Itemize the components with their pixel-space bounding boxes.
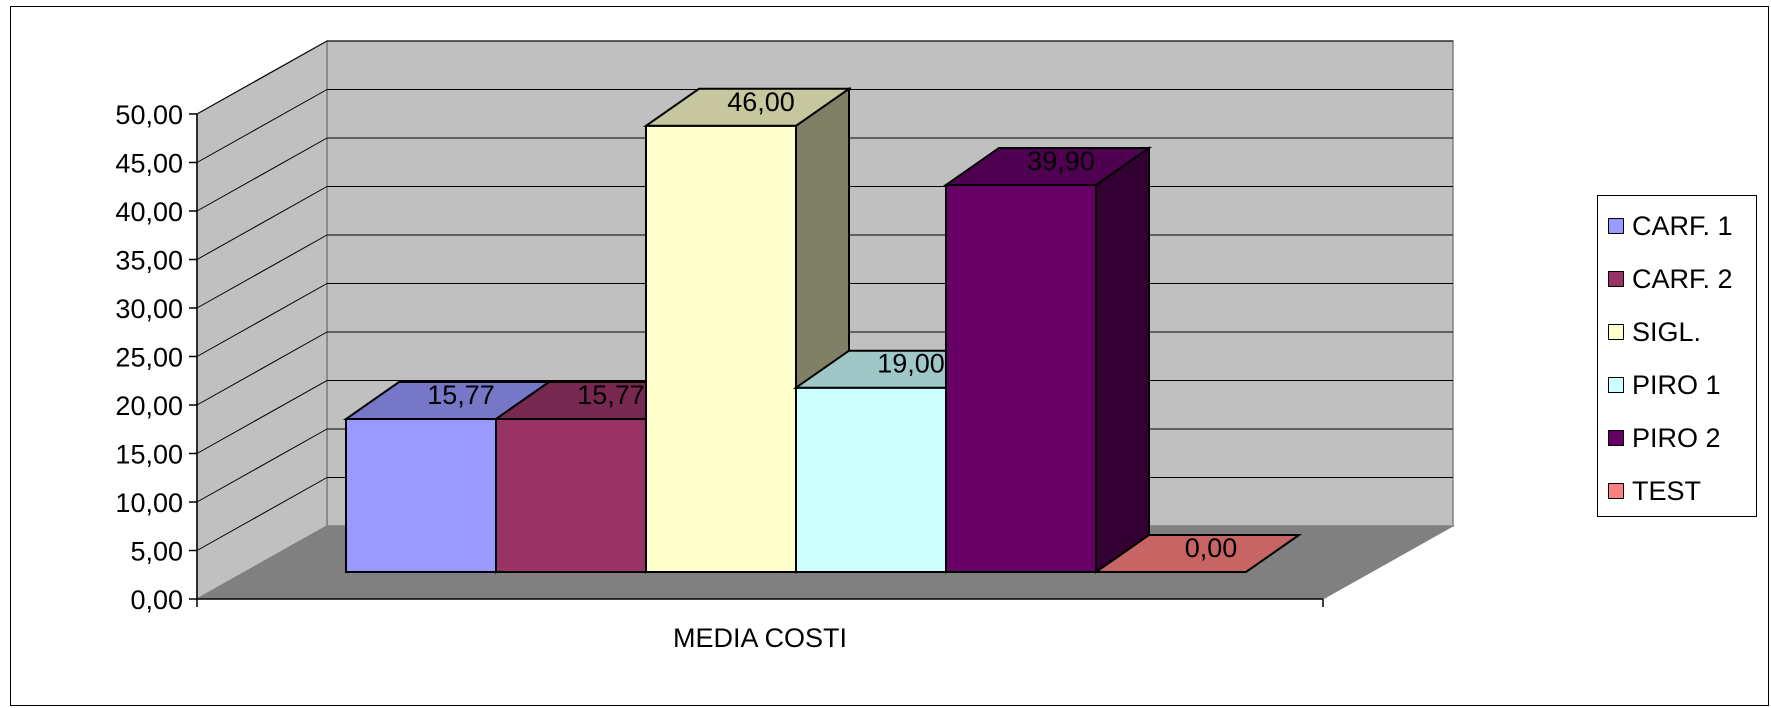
bar-top [642, 87, 853, 127]
legend-swatch [1608, 271, 1624, 287]
bar-front [345, 418, 497, 573]
legend-item: PIRO 2 [1608, 418, 1721, 458]
data-label: 0,00 [1185, 533, 1238, 563]
legend-item: SIGL. [1608, 312, 1701, 352]
gridline-side [196, 89, 328, 163]
bar-front [795, 386, 947, 574]
bars [342, 86, 1303, 574]
y-tick-label: 15,00 [115, 440, 183, 470]
data-label: 19,00 [877, 349, 945, 379]
y-tick-label: 40,00 [115, 197, 183, 227]
gridline-side [196, 380, 328, 454]
bar-test [1092, 534, 1303, 573]
data-labels: 15,77 15,77 46,00 19,00 39,90 0,00 [427, 87, 1237, 563]
y-tick-label: 50,00 [115, 100, 183, 130]
gridline-side [196, 234, 328, 309]
y-tick-label: 0,00 [130, 585, 183, 615]
x-axis: MEDIA COSTI [673, 623, 847, 653]
legend-item: CARF. 2 [1608, 259, 1733, 299]
y-tick-label: 45,00 [115, 149, 183, 179]
legend-swatch [1608, 377, 1624, 393]
bar-top [942, 146, 1153, 186]
y-tick-label: 5,00 [130, 537, 183, 567]
bar-side [1095, 146, 1150, 574]
legend-label: SIGL. [1632, 316, 1702, 347]
gridline-side [196, 331, 328, 406]
bar-front [495, 418, 647, 573]
bar-sigl [642, 86, 853, 574]
legend-label: PIRO 2 [1632, 422, 1721, 453]
legend-swatch [1608, 430, 1624, 446]
legend-label: PIRO 1 [1632, 369, 1721, 400]
bar-front [945, 183, 1097, 573]
bar-front [645, 124, 797, 574]
legend-item: TEST [1608, 471, 1701, 511]
bar-top [1092, 534, 1303, 573]
legend-item: PIRO 1 [1608, 365, 1721, 405]
y-tick-label: 20,00 [115, 391, 183, 421]
y-axis-ticks: 0,00 5,00 10,00 15,00 20,00 25,00 30,00 35,00 40… [115, 100, 1324, 615]
bar-piro-2 [942, 146, 1153, 574]
gridline-side [196, 477, 328, 551]
legend-label: CARF. 2 [1632, 263, 1733, 294]
data-label: 15,77 [427, 380, 495, 410]
data-label: 39,90 [1027, 146, 1095, 176]
legend-swatch [1608, 483, 1624, 499]
legend-swatch [1608, 324, 1624, 340]
gridline-side [196, 186, 328, 260]
legend-item: CARF. 1 [1608, 206, 1733, 246]
category-label: MEDIA COSTI [673, 623, 847, 653]
data-label: 46,00 [727, 87, 795, 117]
legend: CARF. 1 CARF. 2 SIGL. PIRO 1 PIRO 2 TEST [1597, 195, 1757, 517]
gridline-side [196, 40, 328, 115]
gridline-side [196, 283, 328, 357]
y-tick-label: 10,00 [115, 488, 183, 518]
gridline-side [196, 428, 328, 503]
y-tick-label: 35,00 [115, 246, 183, 276]
y-tick-label: 25,00 [115, 343, 183, 373]
legend-label: CARF. 1 [1632, 210, 1733, 241]
gridline-side [196, 137, 328, 212]
y-tick-label: 30,00 [115, 294, 183, 324]
legend-swatch [1608, 218, 1624, 234]
legend-label: TEST [1632, 475, 1702, 506]
data-label: 15,77 [577, 380, 645, 410]
